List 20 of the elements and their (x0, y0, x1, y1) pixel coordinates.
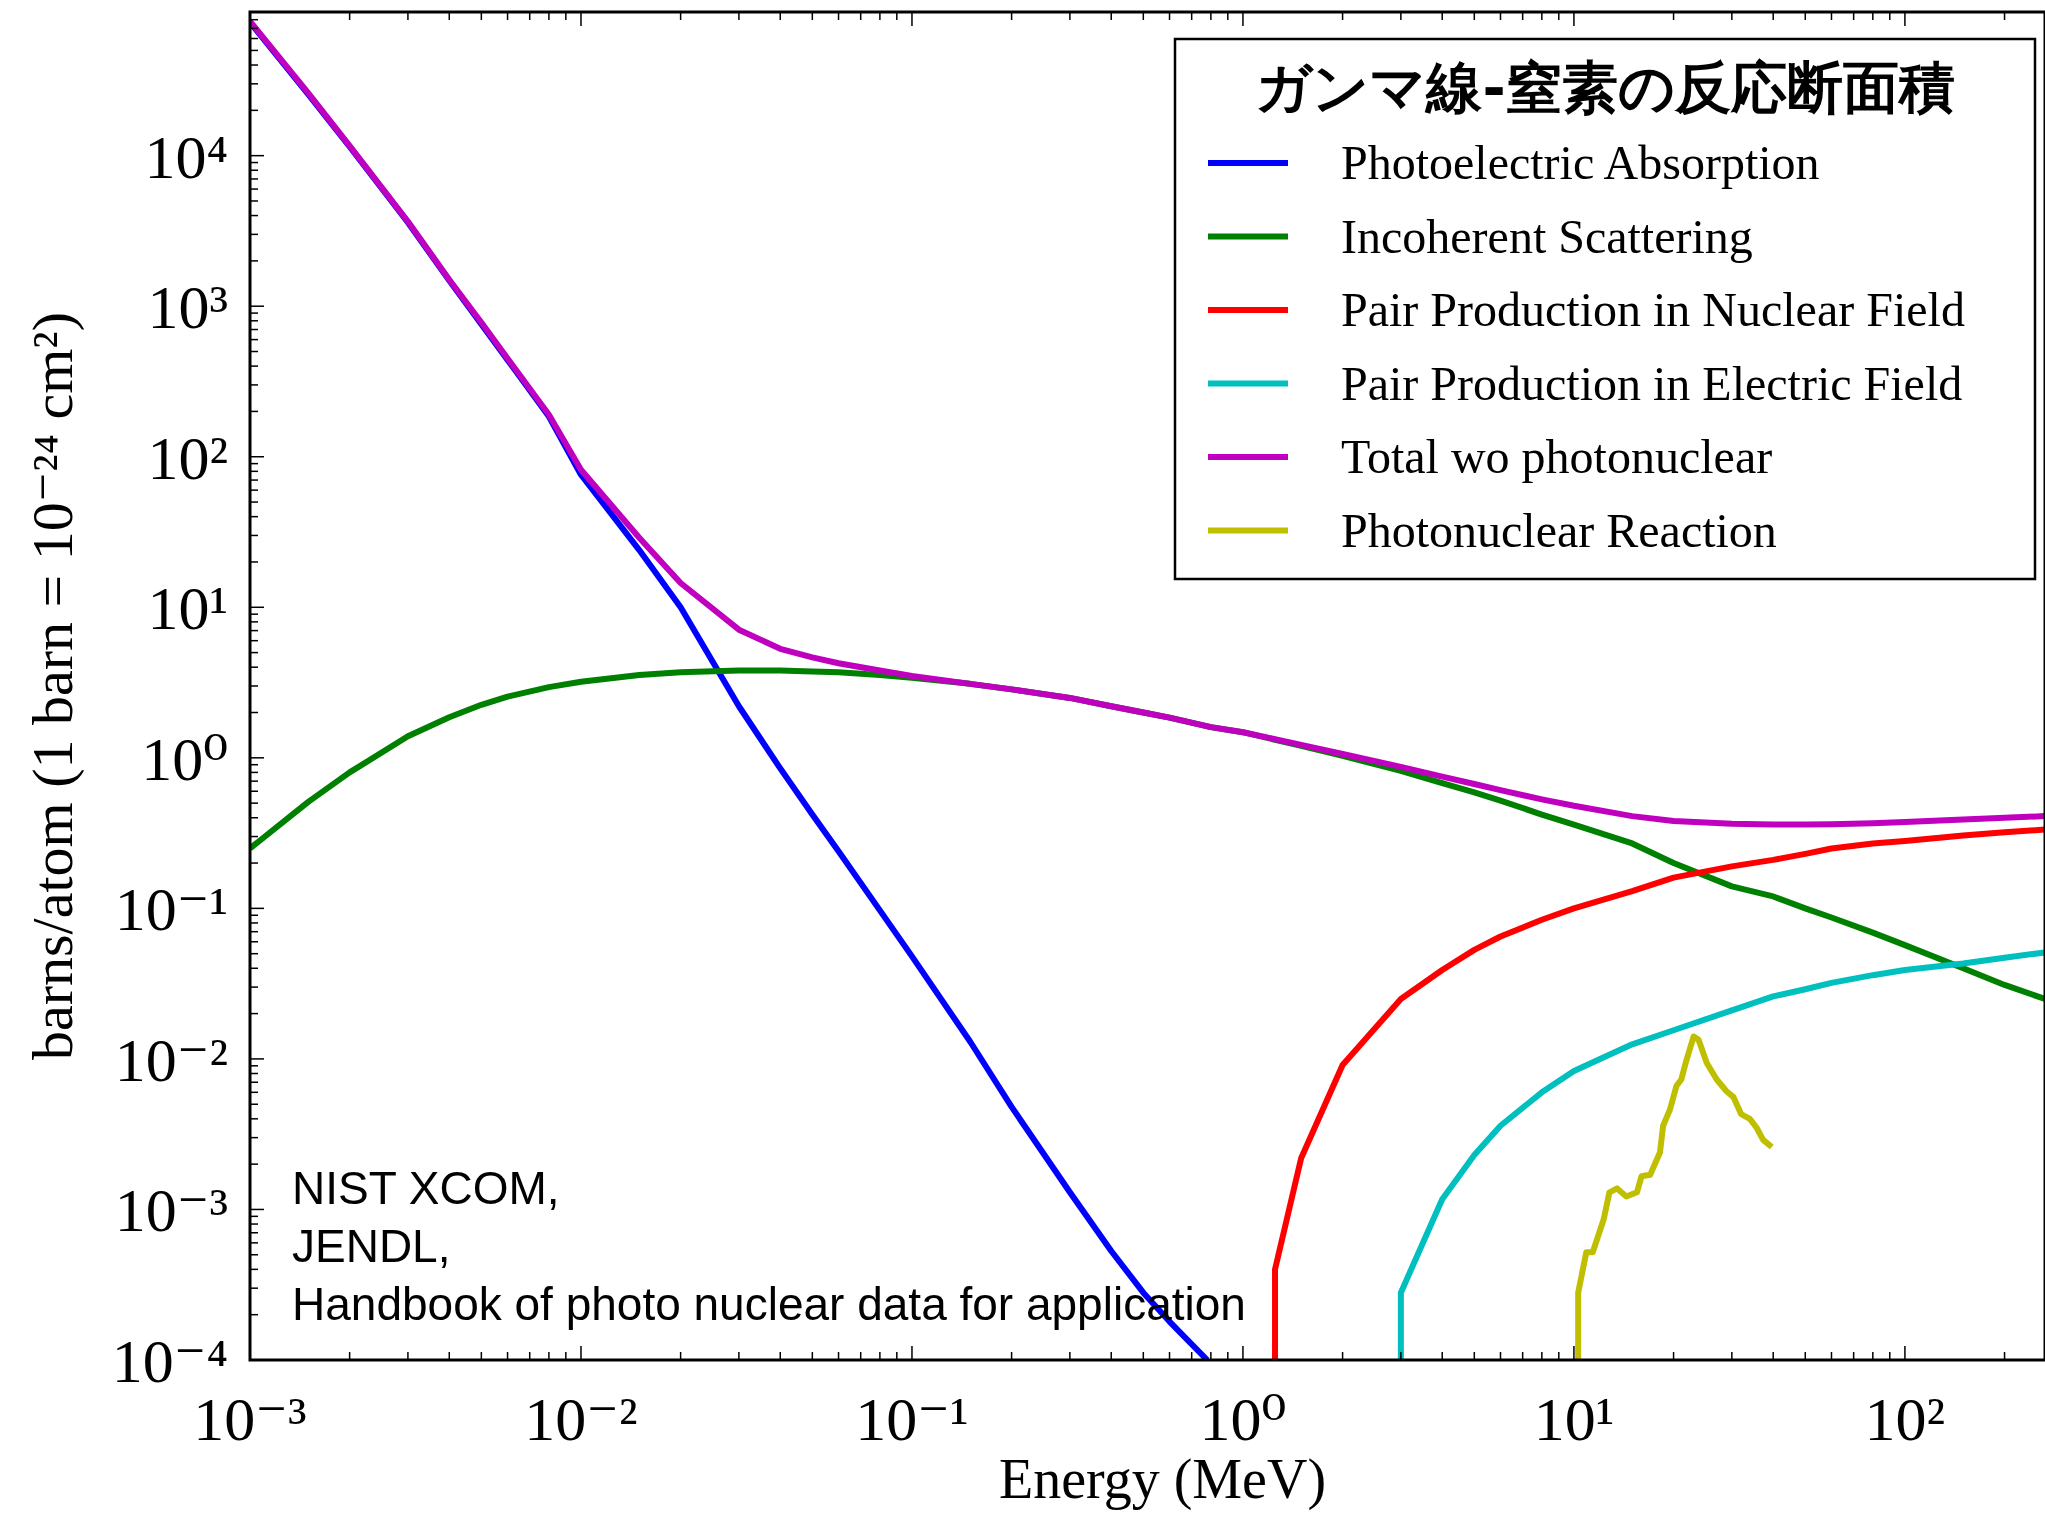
legend-label: Photoelectric Absorption (1341, 136, 1820, 189)
y-tick-label: 10⁴ (144, 122, 228, 191)
y-tick-label: 10³ (147, 273, 228, 342)
legend-label: Total wo photonuclear (1341, 430, 1773, 483)
legend-label: Pair Production in Electric Field (1341, 356, 1963, 410)
x-tick-label: 10⁻¹ (855, 1385, 969, 1453)
legend-title: ガンマ線-窒素の反応断面積 (1255, 55, 1955, 120)
x-tick-label: 10² (1864, 1385, 1946, 1453)
y-tick-label: 10⁰ (141, 724, 228, 793)
y-tick-label: 10¹ (147, 574, 228, 643)
x-tick-label: 10¹ (1533, 1385, 1615, 1453)
legend-label: Photonuclear Reaction (1341, 503, 1777, 557)
x-tick-label: 10⁻² (524, 1385, 638, 1453)
y-tick-label: 10⁻² (114, 1025, 228, 1094)
y-tick-label: 10⁻³ (114, 1176, 228, 1245)
y-tick-label: 10⁻¹ (114, 875, 228, 944)
legend-label: Pair Production in Nuclear Field (1341, 283, 1965, 336)
legend-label: Incoherent Scattering (1341, 209, 1753, 263)
y-axis-title: barns/atom (1 barn = 10⁻²⁴ cm²) (20, 311, 85, 1061)
y-tick-label: 10² (147, 423, 228, 492)
